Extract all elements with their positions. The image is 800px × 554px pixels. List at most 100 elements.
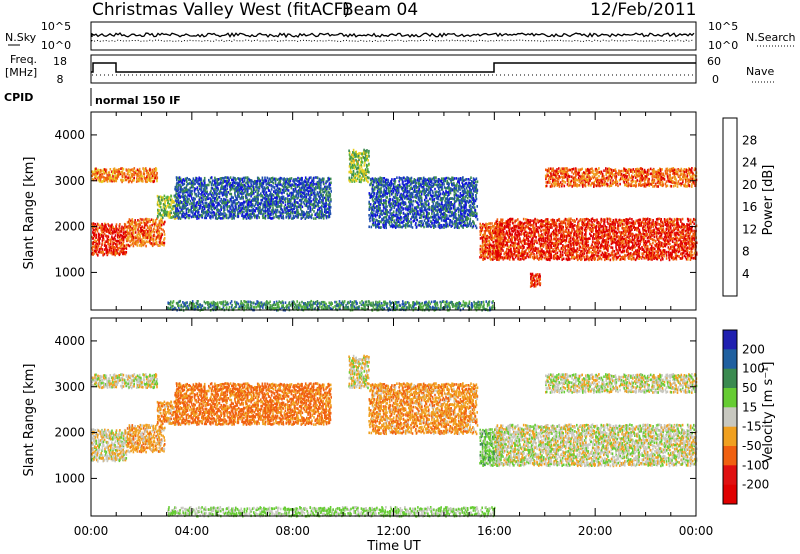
data-cell (278, 195, 280, 199)
data-cell (176, 181, 178, 185)
data-cell (249, 215, 251, 218)
data-cell (498, 245, 501, 248)
data-cell (278, 183, 281, 186)
data-cell (169, 214, 171, 218)
data-cell (255, 207, 257, 210)
data-cell (126, 239, 129, 242)
data-cell (229, 176, 232, 179)
data-cell (226, 204, 228, 207)
data-cell (110, 224, 112, 228)
data-cell (127, 176, 129, 179)
data-cell (204, 214, 207, 218)
data-cell (194, 210, 197, 213)
data-cell (268, 205, 271, 209)
data-cell (314, 182, 316, 186)
data-cell (185, 180, 188, 183)
data-cell (414, 206, 416, 209)
data-cell (233, 187, 235, 191)
data-cell (211, 181, 213, 185)
data-cell (329, 205, 332, 209)
data-cell (118, 241, 121, 244)
data-cell (242, 200, 245, 204)
data-cell (195, 177, 198, 180)
data-cell (192, 177, 195, 180)
data-cell (406, 187, 409, 190)
data-cell (133, 227, 136, 230)
data-cell (261, 214, 264, 217)
data-cell (277, 200, 279, 204)
data-cell (139, 230, 141, 233)
data-cell (209, 197, 211, 200)
data-cell (143, 169, 145, 173)
data-cell (135, 242, 137, 246)
data-cell (95, 175, 97, 179)
data-cell (396, 176, 398, 179)
data-cell (236, 198, 239, 201)
data-cell (443, 183, 445, 186)
data-cell (231, 181, 234, 185)
data-cell (271, 217, 273, 220)
data-cell (257, 201, 260, 205)
data-cell (109, 229, 111, 233)
freq-label-1: Freq. (10, 53, 37, 66)
data-cell (213, 187, 215, 191)
date-title: 12/Feb/2011 (590, 0, 696, 20)
data-cell (250, 181, 252, 185)
data-cell (249, 185, 251, 189)
data-cell (122, 249, 125, 252)
data-cell (462, 183, 464, 187)
data-cell (222, 202, 224, 205)
data-cell (289, 184, 292, 187)
data-cell (469, 194, 471, 197)
data-cell (255, 180, 258, 183)
data-cell (362, 169, 364, 172)
data-cell (328, 206, 331, 209)
data-cell (245, 188, 247, 191)
data-cell (122, 251, 124, 255)
data-cell (232, 180, 235, 184)
data-cell (229, 185, 231, 188)
data-cell (160, 202, 162, 205)
data-cell (417, 186, 419, 189)
data-cell (249, 216, 252, 220)
data-cell (134, 219, 136, 222)
data-cell (251, 179, 253, 183)
data-cell (257, 214, 259, 218)
data-cell (231, 186, 234, 190)
data-cell (161, 218, 163, 222)
data-cell (100, 234, 103, 237)
data-cell (453, 196, 456, 200)
data-cell (445, 193, 447, 197)
data-cell (455, 186, 458, 190)
data-cell (153, 167, 156, 171)
data-cell (264, 195, 267, 199)
data-cell (109, 246, 111, 250)
data-cell (181, 192, 184, 195)
data-cell (131, 175, 134, 178)
data-cell (403, 207, 405, 210)
data-cell (411, 207, 414, 210)
data-cell (267, 200, 269, 203)
data-cell (91, 226, 94, 229)
data-cell (252, 199, 254, 202)
data-cell (112, 170, 114, 173)
data-cell (119, 250, 121, 253)
data-cell (458, 204, 461, 207)
data-cell (363, 152, 365, 156)
data-cell (174, 187, 176, 191)
data-cell (228, 210, 231, 213)
data-cell (143, 167, 145, 171)
data-cell (185, 188, 187, 191)
data-cell (97, 242, 99, 246)
data-cell (225, 179, 227, 183)
data-cell (499, 255, 502, 259)
data-cell (368, 162, 370, 166)
data-cell (197, 182, 199, 185)
data-cell (230, 192, 233, 196)
data-cell (114, 174, 116, 178)
data-cell (143, 226, 146, 229)
data-cell (212, 200, 214, 203)
data-cell (134, 171, 137, 174)
data-cell (130, 175, 133, 178)
